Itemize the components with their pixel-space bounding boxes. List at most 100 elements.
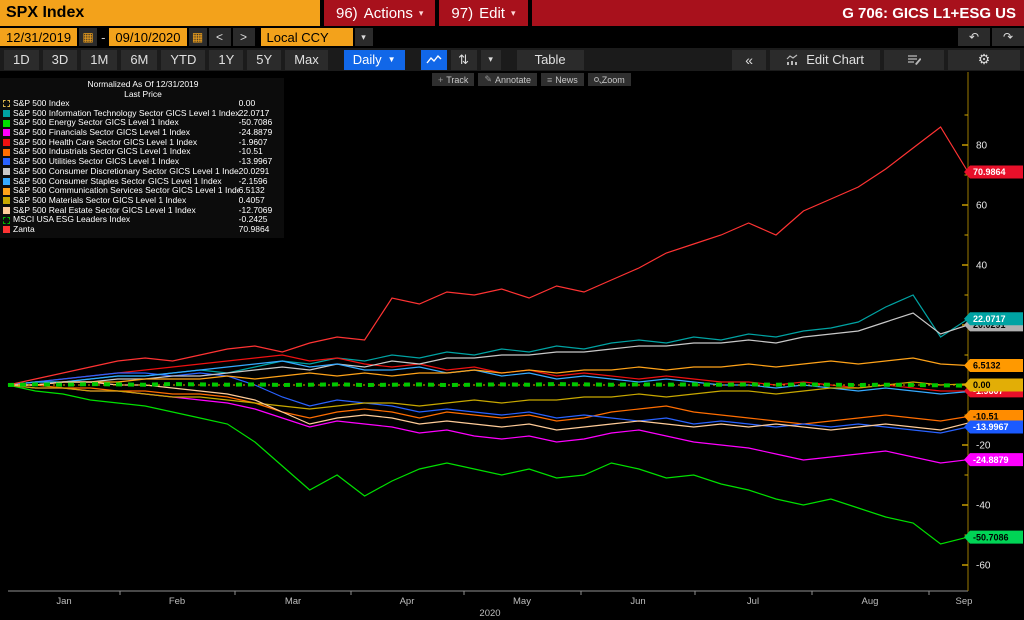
chart-plot-area[interactable]: + Track ✎ Annotate ≡ News Zoom Normalize… [0,72,1024,620]
x-axis-year-label: 2020 [479,608,500,619]
bar-chart-icon[interactable]: ⇅ [450,49,477,70]
series-line [7,360,969,395]
y-axis-tick-label: 80 [976,141,988,152]
series-name: Zanta [13,224,35,234]
currency-dropdown-button[interactable]: ▾ [354,28,373,46]
range-tab-5y[interactable]: 5Y [247,49,282,70]
price-badge-label: 70.9864 [973,167,1006,177]
track-button[interactable]: + Track [432,73,475,86]
start-date-field[interactable]: 12/31/2019 [0,28,78,46]
end-date-field[interactable]: 09/10/2020 [109,28,187,46]
series-name: S&P 500 Financials Sector GICS Level 1 I… [13,128,191,138]
range-tab-1y[interactable]: 1Y [209,49,244,70]
series-last-price: 20.0291 [238,165,270,176]
redo-button[interactable]: ↷ [992,28,1024,46]
series-last-price: -50.7086 [238,117,273,128]
series-swatch-icon [3,187,10,195]
series-swatch-icon [3,100,10,108]
collapse-panel-button[interactable]: « [732,49,767,70]
chart-mini-toolbar: + Track ✎ Annotate ≡ News Zoom [432,73,631,86]
chart-type-dropdown[interactable]: ▾ [480,49,501,70]
legend-item[interactable]: Zanta 70.9864 [2,223,284,235]
edit-chart-button[interactable]: Edit Chart [770,49,880,70]
page-title: G 706: GICS L1+ESG US [531,0,1024,26]
currency-select[interactable]: Local CCY [260,28,353,46]
legend-item[interactable]: S&P 500 Consumer Staples Sector GICS Lev… [2,176,284,187]
annotation-editor-icon[interactable] [884,49,944,70]
track-icon: + [438,74,444,85]
actions-label: Actions [363,4,413,22]
line-chart-icon[interactable] [420,49,447,70]
legend-item[interactable]: S&P 500 Consumer Discretionary Sector GI… [2,165,284,177]
annotate-button[interactable]: ✎ Annotate [478,73,538,86]
price-badge: -50.7086 [964,530,1023,544]
date-range-separator: - [101,29,106,45]
legend-subtitle: Last Price [124,88,162,99]
legend-item[interactable]: S&P 500 Materials Sector GICS Level 1 In… [2,194,284,206]
period-select[interactable]: Daily ▼ [343,49,405,70]
series-line [7,354,968,392]
magnifier-icon [593,77,599,82]
series-line [8,357,969,386]
range-tab-group: 1D 3D 1M 6M YTD 1Y 5Y Max [4,49,328,70]
actions-num: 96) [336,4,358,22]
legend-item[interactable]: S&P 500 Utilities Sector GICS Level 1 In… [2,156,284,167]
range-tab-1d[interactable]: 1D [4,49,39,70]
legend-item[interactable]: S&P 500 Communication Services Sector GI… [2,185,284,196]
price-badge-label: -13.9967 [973,422,1009,432]
security-field[interactable]: SPX Index [0,0,320,26]
legend-item[interactable]: S&P 500 Index 0.00 [2,98,284,109]
annotate-icon: ✎ [484,74,492,84]
range-tab-1m[interactable]: 1M [81,49,118,70]
x-axis-month-label: Sep [956,596,973,607]
prev-period-button[interactable]: < [208,28,231,46]
legend-item[interactable]: S&P 500 Industrials Sector GICS Level 1 … [2,147,284,157]
edit-menu-button[interactable]: 97) Edit ▾ [439,0,528,26]
series-line [8,381,969,431]
series-last-price: 0.4057 [238,194,265,205]
edit-chart-icon [786,54,798,65]
x-axis-month-label: Jun [630,596,645,607]
range-tab-6m[interactable]: 6M [121,49,158,70]
legend-item[interactable]: S&P 500 Financials Sector GICS Level 1 I… [2,127,284,138]
y-axis-tick-label: 60 [976,201,988,212]
edit-num: 97) [451,4,474,22]
chevron-down-icon: ▼ [387,55,396,64]
legend-item[interactable]: S&P 500 Information Technology Sector GI… [2,108,284,119]
series-swatch-icon [3,197,10,205]
range-tab-3d[interactable]: 3D [42,49,78,70]
calendar-icon[interactable]: ▦ [82,30,94,44]
legend-item[interactable]: S&P 500 Real Estate Sector GICS Level 1 … [2,205,284,216]
legend-item[interactable]: S&P 500 Health Care Sector GICS Level 1 … [2,137,284,148]
news-button[interactable]: ≡ News [541,73,584,86]
series-swatch-icon [3,110,10,118]
actions-menu-button[interactable]: 96) Actions ▾ [324,0,436,26]
price-badge-label: -10.51 [973,412,999,422]
chart-canvas[interactable]: -60-40-20020406080JanFebMarAprMayJunJulA… [0,72,1024,620]
legend-title: Normalized As Of 12/31/2019 [87,79,199,89]
series-last-price: -13.9967 [238,156,273,167]
series-line [7,381,969,410]
y-axis-tick-label: -40 [976,501,991,512]
series-name: S&P 500 Energy Sector GICS Level 1 Index [13,118,179,128]
series-line [7,384,969,545]
calendar-icon[interactable]: ▦ [191,30,204,44]
series-last-price: 70.9864 [238,223,270,234]
gear-icon[interactable]: ⚙ [948,49,1020,70]
series-name: S&P 500 Materials Sector GICS Level 1 In… [13,195,187,205]
table-button[interactable]: Table [516,49,584,70]
legend-item[interactable]: S&P 500 Energy Sector GICS Level 1 Index… [2,118,284,128]
edit-label: Edit [479,4,505,22]
series-swatch-icon [3,119,10,127]
zoom-button[interactable]: Zoom [587,73,631,86]
undo-button[interactable]: ↶ [958,28,990,46]
legend-item[interactable]: MSCI USA ESG Leaders Index -0.2425 [2,215,284,225]
x-axis-month-label: Jul [747,596,759,607]
range-tab-ytd[interactable]: YTD [161,49,206,70]
range-tab-max[interactable]: Max [285,49,328,70]
series-name: S&P 500 Real Estate Sector GICS Level 1 … [13,205,196,215]
series-swatch-icon [3,226,10,234]
series-name: S&P 500 Information Technology Sector GI… [13,108,239,118]
series-name: S&P 500 Index [13,99,70,108]
next-period-button[interactable]: > [232,28,255,46]
